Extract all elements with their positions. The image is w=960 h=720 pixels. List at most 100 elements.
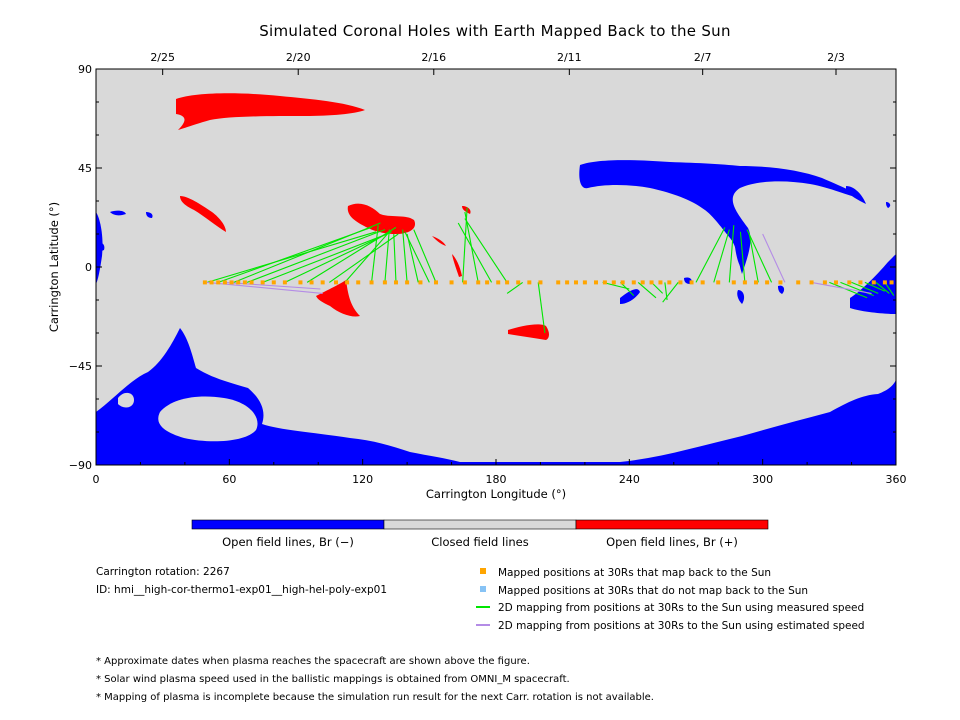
- mapped-position-point: [271, 280, 276, 285]
- mapped-position-point: [640, 280, 645, 285]
- axis-tick-labels: 0 60 120 180 240 300 360 90 45 0 −45 −90 2/25 2/20 2/1…: [69, 51, 907, 486]
- mapped-position-point: [582, 280, 587, 285]
- mapped-position-point: [834, 280, 838, 285]
- colorbar-negative: [191, 519, 385, 530]
- mapped-position-point: [242, 280, 247, 285]
- x-tick-label: 360: [886, 473, 907, 486]
- measured-mapping-line: [620, 282, 635, 296]
- mapped-position-point: [822, 280, 827, 285]
- mapped-position-point: [574, 280, 578, 285]
- top-date-label: 2/3: [827, 51, 845, 64]
- mapped-position-point: [754, 280, 758, 285]
- axis-ticks: [95, 68, 897, 466]
- mapped-position-point: [229, 280, 234, 285]
- measured-mapping-line: [602, 281, 630, 290]
- mapped-position-point: [716, 280, 721, 285]
- mapped-position-point: [516, 280, 521, 285]
- mapped-position-point: [565, 280, 570, 285]
- x-tick-label: 180: [486, 473, 507, 486]
- measured-mapping-line: [864, 281, 886, 292]
- mapped-position-point: [778, 280, 783, 285]
- mapped-position-point: [631, 280, 636, 285]
- measured-mapping-line: [393, 233, 397, 283]
- mapped-position-point: [449, 280, 454, 285]
- carrington-rotation: Carrington rotation: 2267: [96, 566, 230, 578]
- mapped-position-point: [298, 280, 303, 285]
- measured-speed-lines: [206, 207, 895, 334]
- measured-mapping-line: [262, 233, 388, 283]
- measured-mapping-line: [728, 225, 735, 283]
- mapped-position-point: [538, 280, 543, 285]
- mapped-position-point: [527, 280, 532, 285]
- mapped-position-point: [505, 280, 510, 285]
- measured-mapping-line: [402, 229, 408, 283]
- mapped-position-point: [602, 280, 607, 285]
- note-speed-source: * Solar wind plasma speed used in the ba…: [96, 674, 570, 685]
- top-date-label: 2/25: [150, 51, 175, 64]
- y-tick-label: −45: [69, 360, 92, 373]
- mapped-position-point: [689, 280, 694, 285]
- negative-hole-mid-7: [886, 202, 891, 208]
- measured-mapping-line: [662, 282, 679, 303]
- colorbar-label-positive: Open field lines, Br (+): [606, 535, 738, 549]
- mapped-position-point: [462, 280, 467, 285]
- x-tick-label: 120: [352, 473, 373, 486]
- legend-estimated-label: 2D mapping from positions at 30Rs to the…: [498, 620, 865, 632]
- simulation-id: ID: hmi__high-cor-thermo1-exp01__high-he…: [96, 584, 388, 596]
- y-tick-label: 90: [78, 63, 92, 76]
- south-polar-hole-island-small: [118, 392, 134, 408]
- measured-mapping-line: [404, 231, 430, 283]
- measured-mapping-line: [306, 226, 397, 283]
- mapped-position-point: [320, 280, 325, 285]
- mapped-position-point: [309, 280, 314, 285]
- measured-mapping-line: [246, 229, 386, 283]
- mapped-position-point: [889, 280, 894, 285]
- mapped-position-point: [611, 280, 616, 285]
- measured-mapping-line: [371, 225, 379, 283]
- mapped-position-point: [594, 280, 598, 285]
- positive-hole-thin-2: [432, 236, 446, 246]
- positive-hole-thin-1: [452, 254, 462, 277]
- measured-mapping-line: [384, 229, 390, 283]
- colorbar-positive: [575, 519, 769, 530]
- x-tick-label: 0: [93, 473, 100, 486]
- mapped-position-point: [658, 280, 663, 285]
- mapped-position-point: [809, 280, 814, 285]
- positive-hole-central: [347, 203, 416, 234]
- mapped-position-point: [222, 280, 227, 285]
- measured-mapping-line: [829, 281, 868, 299]
- x-axis-title: Carrington Longitude (°): [426, 487, 566, 501]
- measured-mapping-line: [746, 229, 773, 283]
- mapped-position-point: [667, 280, 672, 285]
- positive-hole-southeast: [508, 324, 549, 340]
- negative-hole-mid-2: [734, 230, 741, 266]
- negative-hole-mid-8: [778, 285, 785, 294]
- estimated-mapping-line: [224, 281, 321, 290]
- positive-hole-west-streak: [180, 196, 226, 232]
- chart-title: Simulated Coronal Holes with Earth Mappe…: [259, 22, 731, 40]
- mapped-position-point: [434, 280, 438, 285]
- mapped-position-point: [871, 280, 876, 285]
- mapped-positions: [202, 280, 894, 285]
- measured-mapping-line: [464, 218, 508, 283]
- top-date-label: 2/11: [557, 51, 582, 64]
- measured-mapping-line: [851, 281, 879, 294]
- top-date-label: 2/7: [694, 51, 712, 64]
- legend-not-mapped-label: Mapped positions at 30Rs that do not map…: [498, 585, 809, 597]
- north-positive-hole: [176, 93, 365, 130]
- mapped-position-point: [700, 280, 705, 285]
- mapped-position-point: [620, 280, 625, 285]
- x-tick-label: 300: [752, 473, 773, 486]
- measured-mapping-line: [329, 233, 399, 283]
- mapped-position-point: [236, 280, 241, 285]
- legend-measured-label: 2D mapping from positions at 30Rs to the…: [498, 602, 865, 614]
- mapped-position-point: [858, 280, 863, 285]
- mapped-position-point: [796, 280, 801, 285]
- negative-hole-west-dot: [96, 242, 105, 251]
- measured-mapping-line: [344, 231, 390, 283]
- measured-mapping-line: [695, 227, 726, 283]
- mapped-position-point: [382, 280, 387, 285]
- y-tick-label: 0: [85, 261, 92, 274]
- mapped-position-point: [216, 280, 221, 285]
